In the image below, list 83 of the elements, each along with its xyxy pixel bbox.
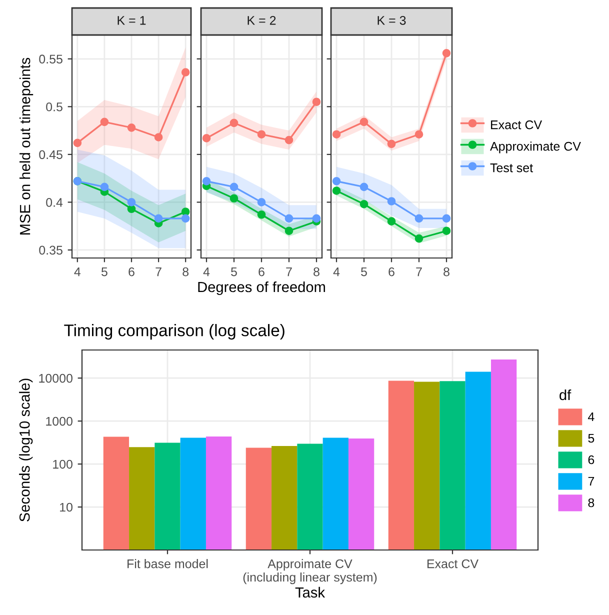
legend-title: df [560, 389, 572, 400]
point [100, 118, 109, 126]
x-tick-label: Fit base model [128, 559, 208, 568]
legend-label: 7 [588, 476, 594, 486]
x-tick-label: 4 [74, 267, 81, 276]
point [332, 130, 341, 139]
point [387, 197, 396, 206]
point [257, 210, 266, 219]
y-tick-label: 100 [53, 460, 72, 469]
point [257, 198, 266, 206]
legend-label: Approximate CV [490, 142, 581, 154]
point [127, 124, 136, 132]
point [312, 98, 321, 106]
point [442, 214, 451, 223]
x-tick-label: 7 [416, 267, 422, 276]
point [73, 138, 82, 148]
point [230, 194, 238, 203]
point [154, 133, 163, 142]
point [360, 182, 368, 192]
x-tick-label: 8 [182, 267, 189, 276]
point [312, 214, 321, 223]
point [181, 68, 190, 76]
x-tick-label: 6 [128, 267, 134, 276]
point [387, 217, 396, 226]
y-tick-label: 0.4 [46, 198, 63, 207]
y-axis-title: Seconds (log10 scale) [19, 378, 33, 522]
x-tick-label: 5 [101, 267, 108, 276]
x-tick-label: 5 [231, 267, 237, 276]
x-tick-label: 8 [314, 267, 320, 276]
y-tick-label: 0.55 [39, 54, 62, 64]
point [284, 214, 294, 223]
y-tick-label: 0.5 [46, 102, 62, 112]
point [100, 182, 109, 192]
point [181, 208, 190, 216]
point [230, 182, 238, 192]
chart-title: K = 2 [248, 16, 276, 25]
x-axis-title: Degrees of freedom [198, 281, 325, 296]
x-tick-label: 5 [361, 267, 367, 276]
point [127, 198, 136, 206]
point [332, 186, 341, 195]
x-tick-label: 8 [444, 267, 450, 276]
y-axis-title: MSE on held out timepoints [19, 58, 34, 234]
point [360, 200, 368, 208]
legend-label: 4 [588, 412, 594, 422]
point [442, 48, 451, 58]
point [230, 118, 238, 128]
legend-label: 8 [588, 498, 594, 508]
point [181, 214, 190, 223]
x-tick-label: 7 [156, 267, 162, 276]
point [414, 130, 424, 139]
legend-label: Test set [490, 164, 533, 172]
point [360, 118, 368, 126]
point [127, 204, 136, 214]
x-tick-label: Exact CV [427, 559, 478, 568]
point [332, 177, 341, 186]
legend-label: 6 [588, 455, 594, 464]
chart-title: Timing comparison (log scale) [64, 324, 284, 340]
x-tick-label: Approimate CV (including linear system) [243, 559, 377, 584]
x-tick-label: 6 [258, 267, 264, 276]
point [442, 226, 451, 236]
point [414, 234, 424, 243]
legend-label: 5 [588, 434, 594, 443]
point [257, 130, 266, 139]
point [202, 134, 211, 142]
point [414, 214, 424, 223]
chart-title: K = 1 [118, 16, 146, 25]
x-tick-label: 6 [388, 267, 394, 276]
x-tick-label: 4 [203, 267, 210, 276]
chart-title: K = 3 [378, 16, 406, 25]
point [202, 177, 211, 186]
y-tick-label: 1000 [46, 416, 72, 426]
point [284, 226, 294, 236]
point [154, 214, 163, 223]
point [284, 136, 294, 144]
x-tick-label: 4 [333, 267, 340, 276]
point [387, 140, 396, 148]
y-tick-label: 10 [60, 502, 72, 512]
legend-label: Exact CV [491, 120, 542, 130]
y-tick-label: 0.35 [39, 246, 62, 255]
y-tick-label: 10000 [39, 374, 72, 383]
y-tick-label: 0.45 [39, 150, 62, 160]
x-tick-label: 7 [286, 267, 292, 276]
x-axis-title: Task [295, 586, 326, 598]
